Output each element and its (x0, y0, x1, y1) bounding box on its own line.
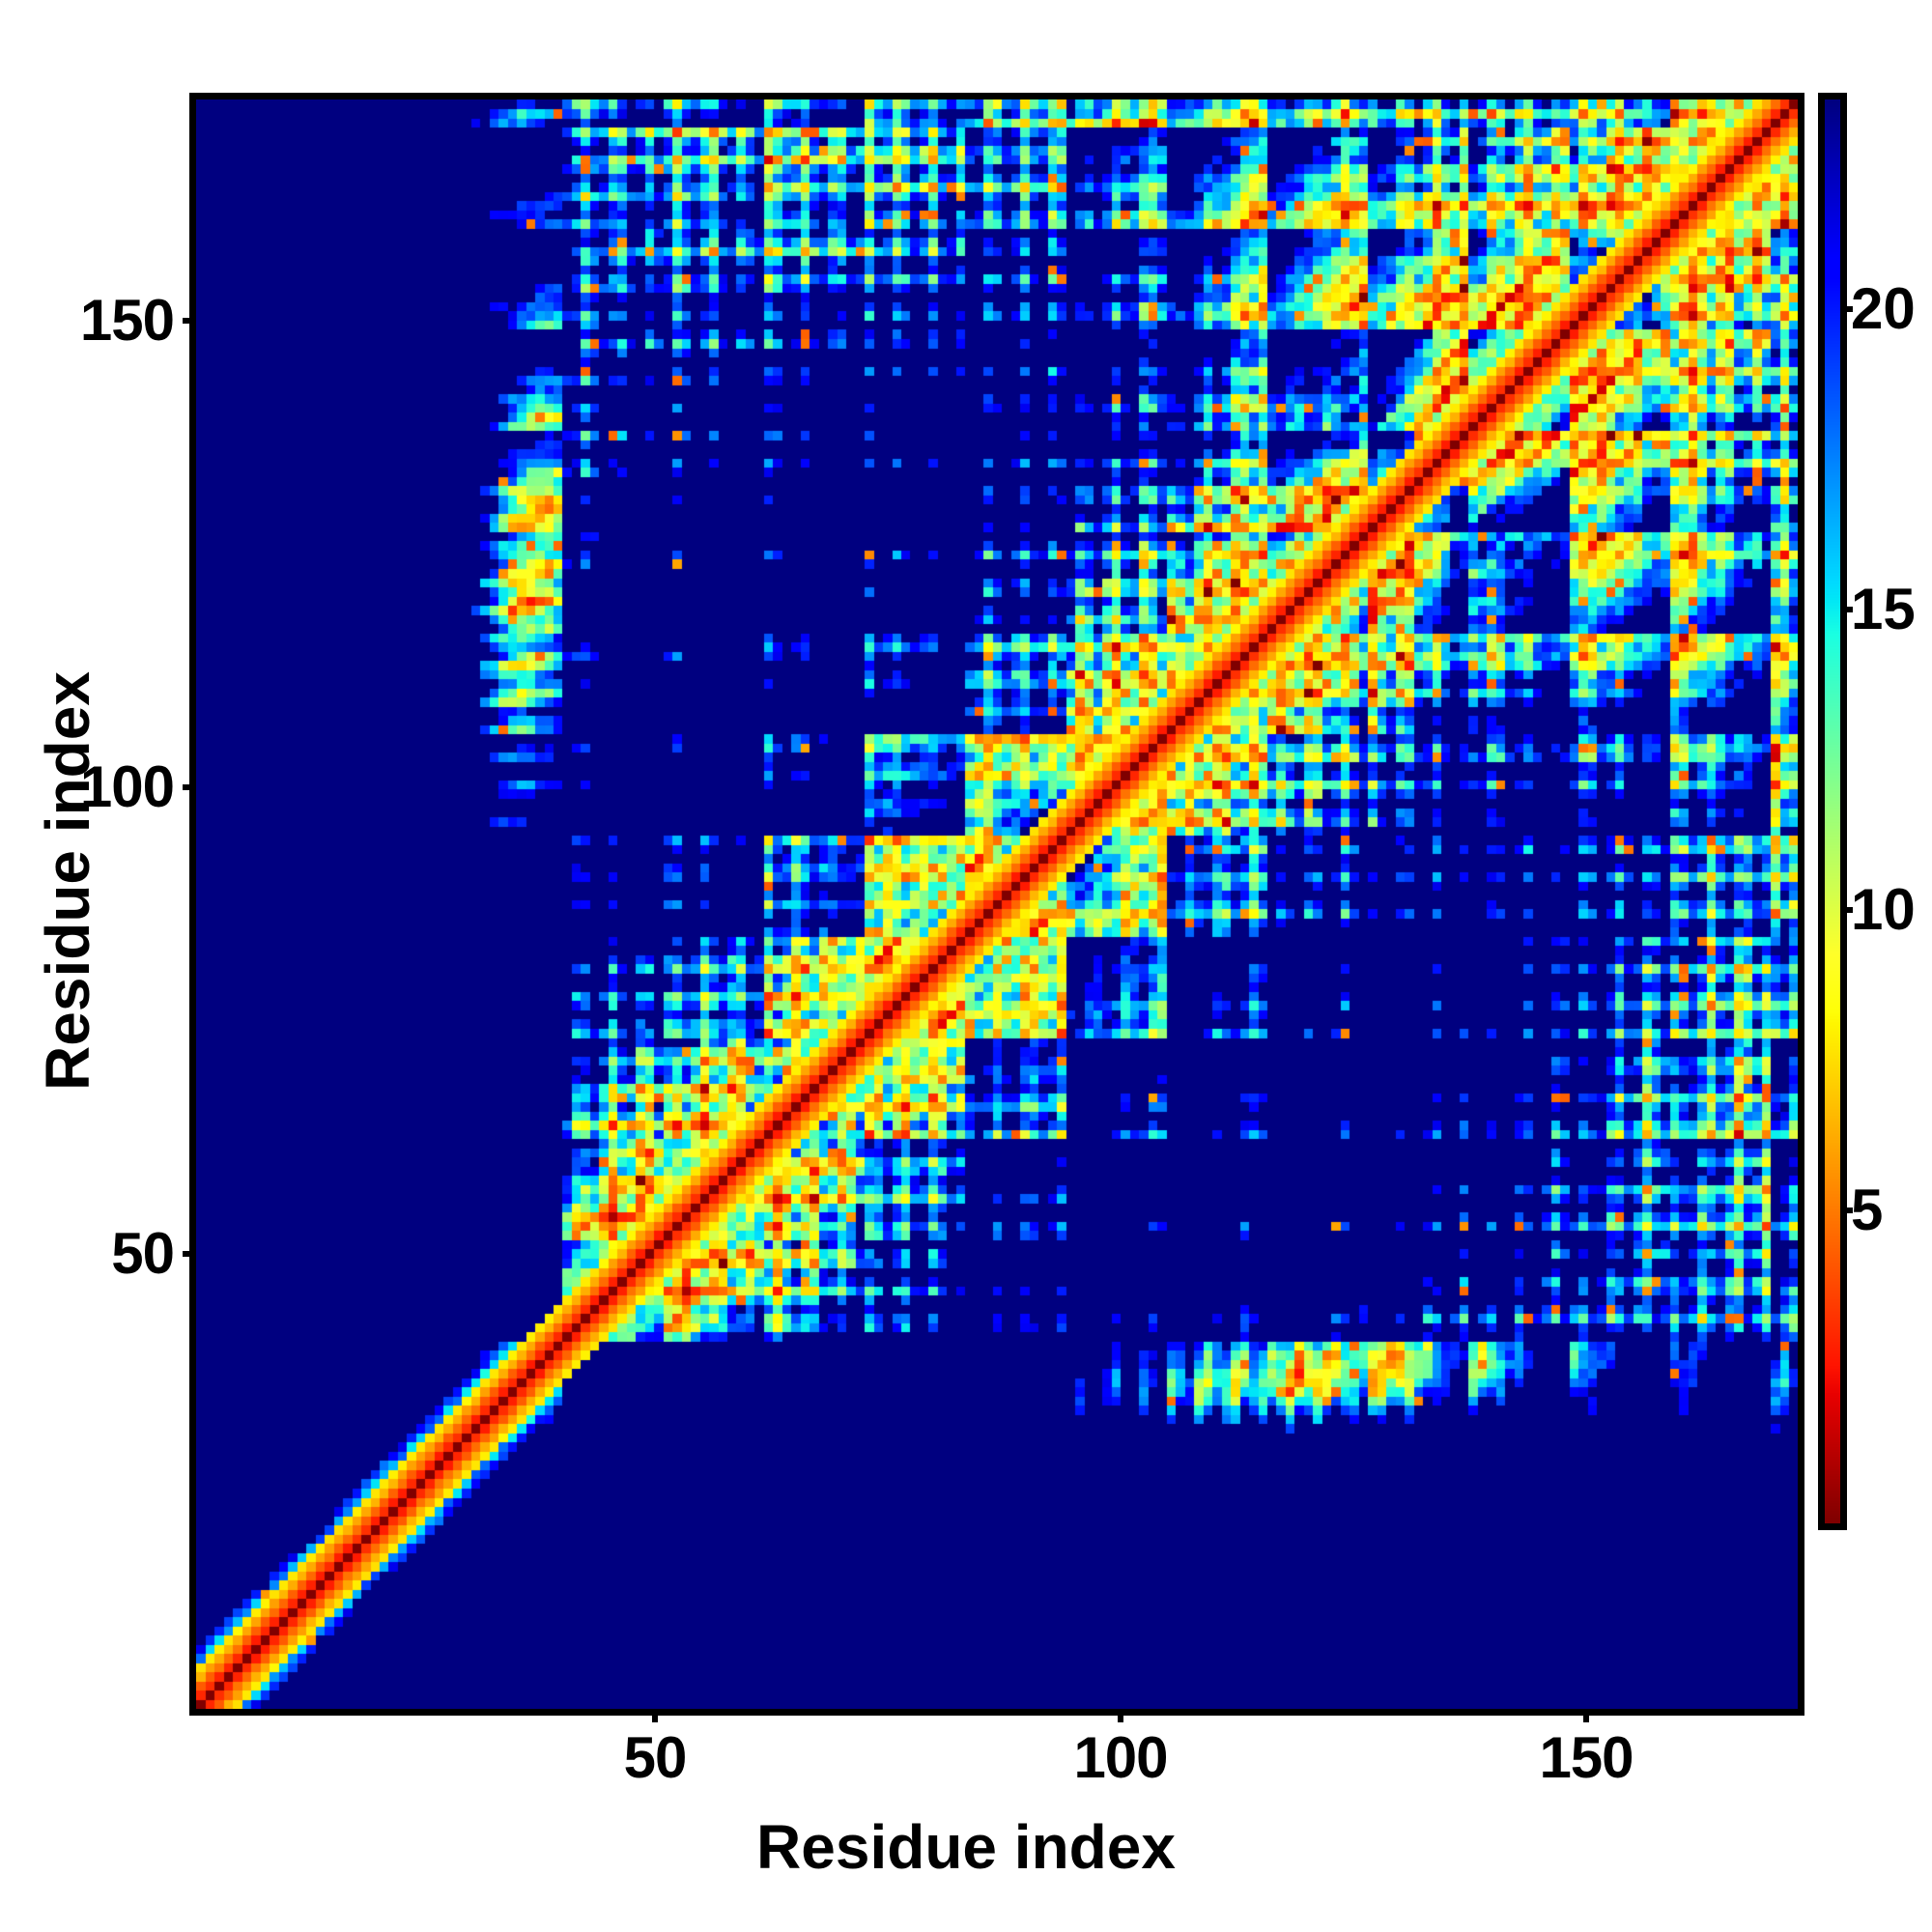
x-axis-label: Residue index (756, 1812, 1176, 1882)
y-ticklabel-100: 100 (79, 754, 175, 819)
heatmap-plot-area (189, 93, 1804, 1716)
colorbar-tick-15 (1840, 607, 1853, 612)
colorbar-tick-20 (1840, 306, 1853, 312)
x-tick-150 (1583, 1709, 1589, 1722)
y-tick-50 (183, 1251, 196, 1257)
colorbar-gradient (1825, 99, 1840, 1523)
x-tick-50 (652, 1709, 658, 1722)
heatmap-canvas (196, 99, 1798, 1709)
y-tick-150 (183, 318, 196, 324)
colorbar (1818, 93, 1847, 1530)
colorbar-label-5: 5 (1851, 1178, 1884, 1242)
colorbar-label-15: 15 (1851, 577, 1916, 641)
y-tick-100 (183, 784, 196, 790)
y-axis-label: Residue index (33, 671, 102, 1091)
colorbar-tick-5 (1840, 1208, 1853, 1213)
x-ticklabel-100: 100 (1073, 1725, 1168, 1790)
colorbar-label-20: 20 (1851, 276, 1916, 341)
colorbar-tick-10 (1840, 907, 1853, 913)
x-ticklabel-50: 50 (623, 1725, 688, 1790)
colorbar-label-10: 10 (1851, 877, 1916, 942)
y-ticklabel-150: 150 (79, 288, 175, 353)
x-tick-100 (1118, 1709, 1123, 1722)
x-ticklabel-150: 150 (1539, 1725, 1634, 1790)
y-ticklabel-50: 50 (111, 1221, 175, 1286)
